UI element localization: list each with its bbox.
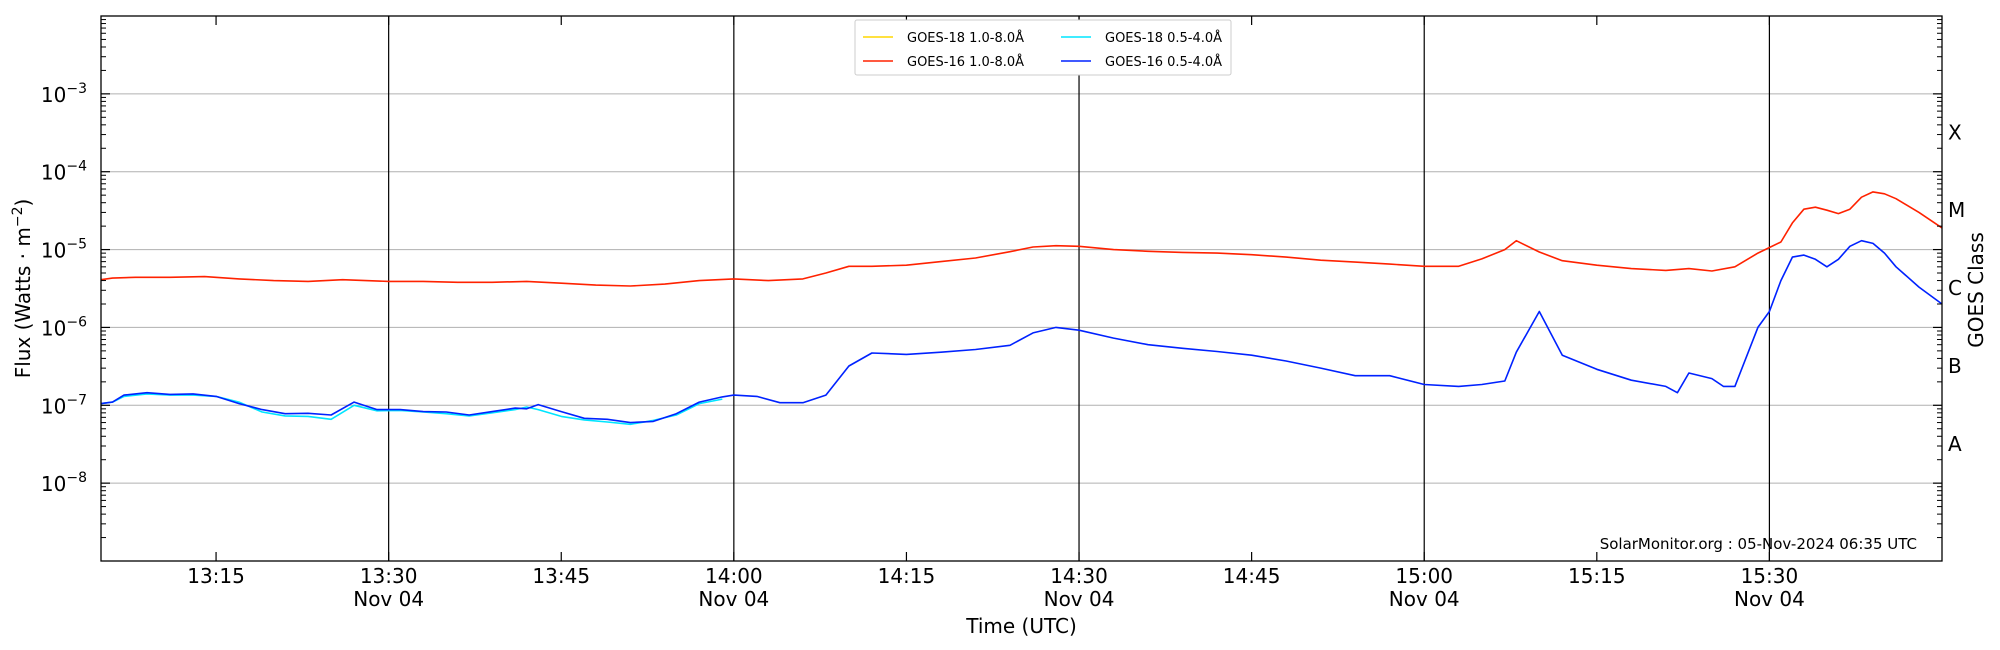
x-tick-label: 15:15 (1568, 564, 1626, 588)
series-lines (100, 191, 1943, 426)
y2-axis-label: GOES Class (1964, 232, 1988, 348)
horizontal-grid (101, 93, 1942, 484)
x-tick-label: 15:00 (1395, 564, 1453, 588)
x-tick-date-label: Nov 04 (698, 587, 769, 611)
x-tick-date-label: Nov 04 (1734, 587, 1805, 611)
y-axis-label: Flux (Watts · m−2) (10, 199, 35, 379)
series-line (100, 191, 1943, 287)
goes-class-label: B (1948, 354, 1962, 378)
y-tick-label: 10−6 (41, 314, 87, 340)
goes-class-label: A (1948, 432, 1962, 456)
goes-class-label: C (1948, 276, 1962, 300)
legend: GOES-18 1.0-8.0Å GOES-16 1.0-8.0Å GOES-18 … (854, 19, 1232, 76)
series-line (100, 239, 1943, 424)
x-tick-label: 13:30 (360, 564, 418, 588)
goes-class-labels: A B C M X (1948, 120, 1965, 455)
legend-label: GOES-16 1.0-8.0Å (907, 54, 1024, 70)
goes-class-label: M (1948, 198, 1965, 222)
y-tick-label: 10−4 (41, 159, 87, 185)
x-axis-label: Time (UTC) (965, 614, 1077, 638)
legend-box (854, 19, 1232, 76)
x-tick-date-label: Nov 04 (1389, 587, 1460, 611)
legend-label: GOES-18 1.0-8.0Å (907, 30, 1024, 46)
x-tick-label: 14:00 (705, 564, 763, 588)
y-tick-label: 10−8 (41, 470, 87, 496)
y-tick-label: 10−5 (41, 237, 87, 263)
x-tick-label: 14:45 (1223, 564, 1281, 588)
x-tick-label: 14:30 (1050, 564, 1108, 588)
legend-label: GOES-18 0.5-4.0Å (1105, 30, 1222, 46)
x-tick-label: 15:30 (1741, 564, 1799, 588)
time-marker-lines (388, 16, 1771, 561)
goes-class-label: X (1948, 120, 1962, 144)
y-tick-label: 10−3 (41, 81, 87, 107)
y-axis-ticks: 10−8 10−7 10−6 10−5 10−4 10−3 (41, 19, 1942, 539)
legend-label: GOES-16 0.5-4.0Å (1105, 54, 1222, 70)
plot-frame (100, 15, 1943, 562)
x-tick-label: 13:45 (532, 564, 590, 588)
x-tick-label: 14:15 (878, 564, 936, 588)
y-tick-label: 10−7 (41, 392, 87, 418)
x-tick-label: 13:15 (187, 564, 245, 588)
x-tick-date-label: Nov 04 (353, 587, 424, 611)
series-line (100, 393, 723, 426)
x-tick-date-label: Nov 04 (1044, 587, 1115, 611)
credit-text: SolarMonitor.org : 05-Nov-2024 06:35 UTC (1600, 535, 1917, 553)
